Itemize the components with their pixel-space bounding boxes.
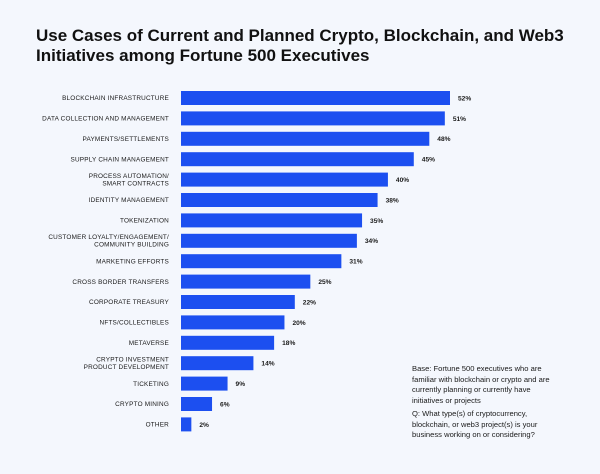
value-label-13: 14% [261, 361, 274, 368]
category-label-11: NFTS/COLLECTIBLES [100, 320, 169, 327]
value-label-16: 2% [199, 422, 209, 429]
category-label-13: CRYPTO INVESTMENT PRODUCT DEVELOPMENT [84, 356, 169, 371]
category-label-1: DATA COLLECTION AND MANAGEMENT [42, 116, 169, 123]
value-label-1: 51% [453, 116, 466, 123]
base-note: Base: Fortune 500 executives who are fam… [412, 364, 550, 405]
bar-16 [181, 417, 192, 432]
bar-4 [181, 172, 388, 187]
bar-13 [181, 356, 254, 371]
bar-12 [181, 335, 275, 350]
chart-title: Use Cases of Current and Planned Crypto,… [36, 26, 564, 65]
value-label-2: 48% [437, 136, 450, 143]
category-label-15: CRYPTO MINING [115, 401, 169, 408]
value-label-12: 18% [282, 340, 295, 347]
value-label-10: 22% [303, 299, 316, 306]
bar-0 [181, 91, 450, 105]
value-label-11: 20% [292, 320, 305, 327]
value-label-15: 6% [220, 401, 230, 408]
bar-1 [181, 111, 445, 126]
category-label-10: CORPORATE TREASURY [89, 299, 169, 306]
bar-3 [181, 152, 414, 167]
value-label-0: 52% [458, 95, 471, 102]
value-label-5: 38% [386, 197, 399, 204]
category-label-16: OTHER [146, 422, 170, 429]
category-label-3: SUPPLY CHAIN MANAGEMENT [71, 156, 169, 163]
category-label-4: PROCESS AUTOMATION/SMART CONTRACTS [89, 173, 169, 188]
category-label-14: TICKETING [133, 381, 169, 388]
bar-5 [181, 193, 378, 207]
bar-11 [181, 315, 285, 330]
value-label-3: 45% [422, 157, 435, 164]
value-label-9: 25% [318, 279, 331, 286]
question-note: Q: What type(s) of cryptocurrency, block… [412, 409, 538, 439]
bar-9 [181, 274, 311, 289]
bar-2 [181, 131, 430, 146]
value-label-4: 40% [396, 177, 409, 184]
bar-7 [181, 233, 357, 248]
value-label-6: 35% [370, 218, 383, 225]
bar-14 [181, 376, 228, 391]
bar-8 [181, 254, 342, 269]
category-label-0: BLOCKCHAIN INFRASTRUCTURE [62, 95, 169, 102]
category-label-7: CUSTOMER LOYALTY/ENGAGEMENT/COMMUNITY BU… [48, 234, 169, 249]
category-label-9: CROSS BORDER TRANSFERS [72, 279, 169, 286]
category-label-8: MARKETING EFFORTS [96, 258, 169, 265]
value-label-7: 34% [365, 238, 378, 245]
bar-6 [181, 213, 363, 228]
category-label-6: TOKENIZATION [120, 218, 169, 225]
bar-15 [181, 397, 213, 411]
category-label-2: PAYMENTS/SETTLEMENTS [83, 136, 170, 143]
value-label-8: 31% [349, 259, 362, 266]
category-label-5: IDENTITY MANAGEMENT [89, 197, 169, 204]
category-label-12: METAVERSE [129, 340, 169, 347]
bar-10 [181, 295, 295, 309]
value-label-14: 9% [236, 381, 246, 388]
